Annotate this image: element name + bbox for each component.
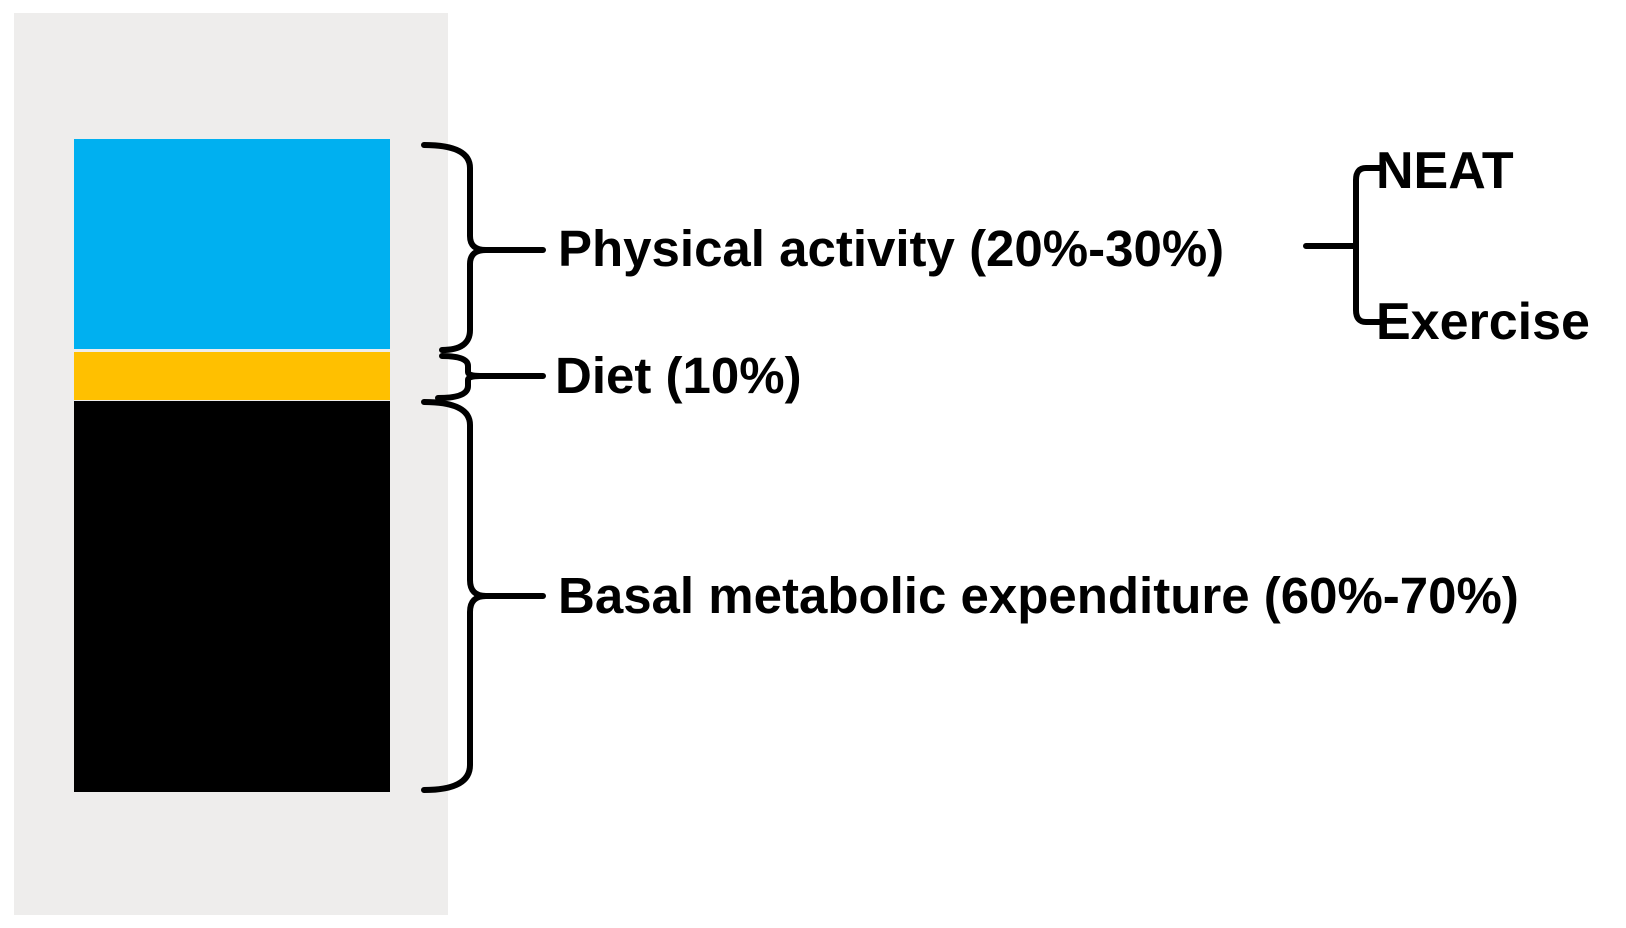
diet-brace: [435, 353, 546, 401]
neat-label: NEAT: [1376, 142, 1514, 200]
physical-activity-label: Physical activity (20%-30%): [558, 220, 1225, 277]
basal-metabolic-segment: [74, 401, 390, 792]
physical-activity-segment: [74, 139, 390, 349]
exercise-label: Exercise: [1376, 293, 1590, 351]
basal-metabolic-label: Basal metabolic expenditure (60%-70%): [558, 567, 1519, 624]
diet-label: Diet (10%): [555, 347, 802, 404]
components-bracket: [1303, 165, 1383, 325]
diet-segment: [74, 352, 390, 400]
physical-activity-brace: [421, 142, 546, 353]
basal-metabolic-brace: [421, 399, 546, 793]
